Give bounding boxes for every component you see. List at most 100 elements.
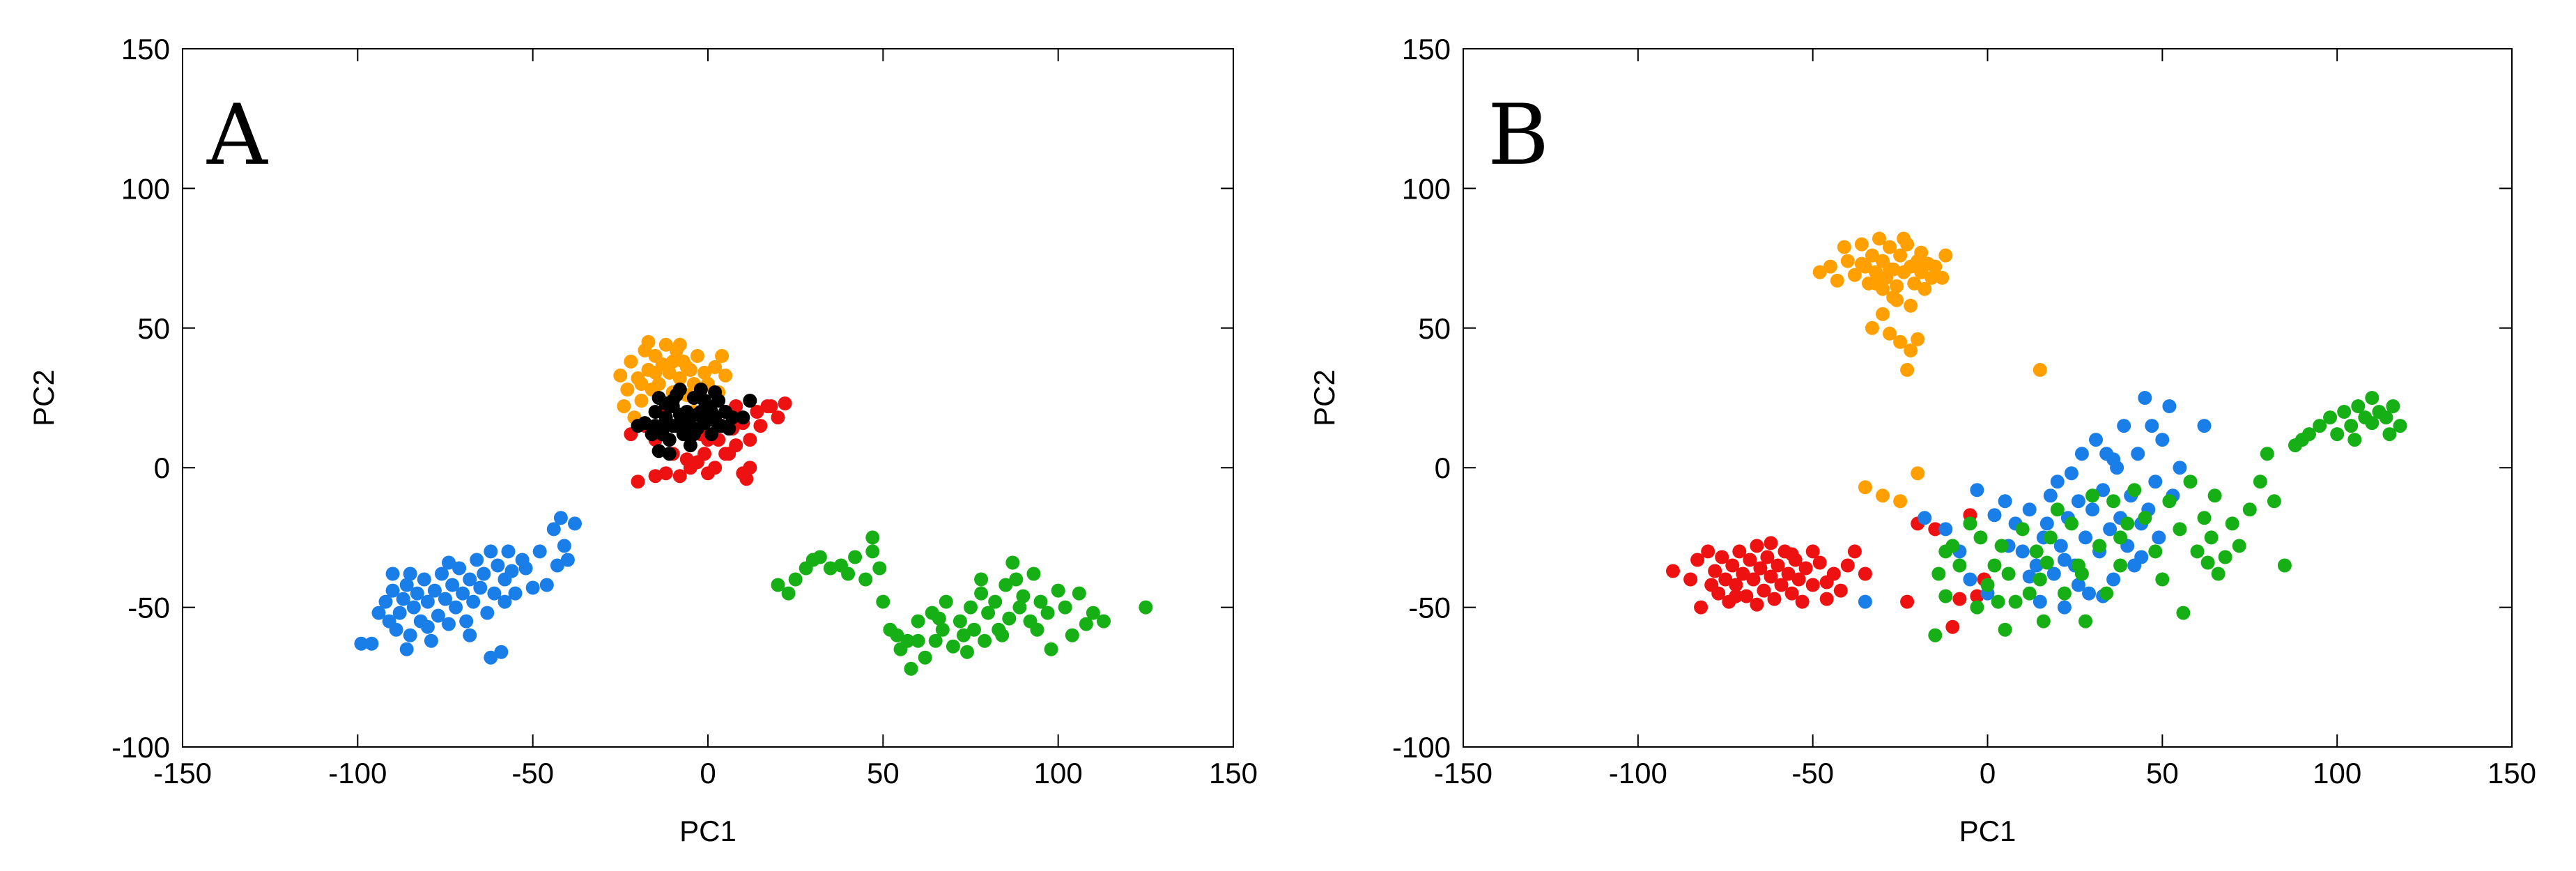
panel-a-series-3-point xyxy=(722,422,736,436)
panel-b-series-2-point xyxy=(2043,488,2058,503)
panel-b-series-2-point xyxy=(2071,578,2085,592)
panel-b-series-2-point xyxy=(1938,522,1953,537)
panel-a-series-4-point xyxy=(1009,572,1024,587)
panel-a-series-0-point xyxy=(389,622,403,637)
panel-b-series-1-point xyxy=(1805,578,1820,592)
panel-b-y-tick-label: 150 xyxy=(1402,33,1451,65)
panel-a-series-4-point xyxy=(956,628,971,642)
panel-b-series-1-point xyxy=(1711,586,1726,601)
panel-b-series-2-point xyxy=(1918,511,1932,525)
panel-b-series-1-point xyxy=(1795,594,1810,609)
panel-b-series-2-point xyxy=(2039,516,2054,531)
panel-b-series-1-point xyxy=(1666,564,1680,578)
panel-b-series-3-point xyxy=(2015,522,2030,537)
panel-a-series-0-point xyxy=(508,586,523,601)
panel-a-series-1-point xyxy=(648,365,663,380)
panel-b-series-3-point xyxy=(2337,405,2352,419)
panel-b-series-2-point xyxy=(2053,539,2068,553)
panel-b-series-0-point xyxy=(1883,240,1897,254)
panel-b-y-axis-label: PC2 xyxy=(1308,369,1341,426)
panel-a-y-tick-label: 50 xyxy=(137,312,170,345)
panel-b-series-1-point xyxy=(1732,544,1747,559)
panel-a-series-4-point xyxy=(1139,600,1153,615)
panel-b-series-0-point xyxy=(2033,362,2047,377)
panel-a-series-1-point xyxy=(690,348,704,363)
panel-b-series-1-point xyxy=(1819,575,1834,589)
panel-b-series-1-point xyxy=(1750,597,1764,612)
panel-b-series-0-point xyxy=(1890,279,1904,293)
panel-a-series-0-point xyxy=(445,578,460,592)
panel-a-series-0-point xyxy=(568,516,582,531)
panel-a-series-4-point xyxy=(928,633,943,648)
panel-a-series-0-point xyxy=(560,553,575,567)
panel-a-series-3-point xyxy=(725,410,740,425)
panel-b-series-2-point xyxy=(1858,594,1872,609)
panel-b-series-2-point xyxy=(2057,553,2072,567)
panel-a-y-tick-label: -100 xyxy=(111,731,170,764)
panel-b-series-0-point xyxy=(1837,240,1851,254)
panel-a-series-0-point xyxy=(466,594,481,609)
panel-b-series-0-point xyxy=(1854,256,1869,271)
panel-b-series-1-point xyxy=(1746,572,1761,587)
panel-a-series-4-point xyxy=(823,561,838,576)
panel-b-series-3-point xyxy=(2022,586,2037,601)
panel-b-series-2-point xyxy=(2106,452,2121,467)
panel-a-series-0-point xyxy=(403,628,417,642)
panel-a-series-4-point xyxy=(988,594,1003,609)
panel-a-series-1-point xyxy=(651,377,666,391)
panel-a-series-0-point xyxy=(557,539,571,553)
panel-a-series-4-point xyxy=(911,614,925,629)
panel-b-series-1-point xyxy=(1784,586,1799,601)
panel-a-series-4-point xyxy=(865,544,880,559)
panel-a-x-tick-label: -50 xyxy=(511,757,554,789)
panel-b-series-1-point xyxy=(1840,558,1855,573)
panel-a-series-4-point xyxy=(788,572,803,587)
panel-b-series-0-point xyxy=(1925,270,1939,285)
panel-a-series-0-point xyxy=(480,606,495,620)
panel-a-series-0-point xyxy=(546,522,561,537)
panel-b-series-3-point xyxy=(1987,558,2002,573)
panel-b-series-1-point xyxy=(1715,550,1729,564)
panel-a-series-0-point xyxy=(399,642,414,656)
panel-b-y-tick-label: -50 xyxy=(1408,592,1451,624)
panel-a-series-0-point xyxy=(452,561,467,576)
panel-b-series-2-point xyxy=(2131,447,2145,461)
panel-b-series-3-point xyxy=(2323,410,2338,425)
panel-b-series-1-point xyxy=(1771,558,1785,573)
panel-b-series-0-point xyxy=(1893,248,1908,263)
panel-b-x-tick-label: -150 xyxy=(1434,757,1493,789)
panel-a-series-3-point xyxy=(690,408,704,422)
panel-a-series-4-point xyxy=(974,586,989,601)
panel-a-series-4-point xyxy=(781,586,796,601)
panel-a-series-4-point xyxy=(1051,583,1065,598)
panel-a-series-4-point xyxy=(946,639,960,654)
panel-a-series-4-point xyxy=(1030,622,1044,637)
panel-a-series-3-point xyxy=(655,427,670,442)
panel-b-series-3-point xyxy=(1938,589,1953,603)
panel-b-series-3-point xyxy=(2078,614,2092,629)
panel-a-series-0-point xyxy=(449,600,463,615)
panel-b-series-3-point xyxy=(2138,511,2152,525)
panel-b-series-3-point xyxy=(2204,530,2219,545)
panel-b-series-0-point xyxy=(1883,326,1897,341)
panel-b-letter: B xyxy=(1488,87,1549,184)
panel-a-series-1-point xyxy=(617,399,631,413)
panel-a-series-4-point xyxy=(967,622,981,637)
panel-a-series-2-point xyxy=(764,399,778,413)
panel-b-series-2-point xyxy=(2029,558,2044,573)
panel-a-series-2-point xyxy=(739,472,754,486)
panel-a-y-tick-label: 150 xyxy=(121,33,170,65)
panel-a-series-4-point xyxy=(890,628,904,642)
panel-a-x-tick-label: -100 xyxy=(328,757,387,789)
panel-b-series-3-point xyxy=(1998,622,2012,637)
panel-b-series-2-point xyxy=(2148,475,2163,489)
panel-b-series-3-point xyxy=(2225,516,2239,531)
panel-b-series-0-point xyxy=(1812,265,1827,279)
panel-b-y-tick-label: 50 xyxy=(1418,312,1451,345)
panel-a-series-0-point xyxy=(525,580,540,595)
panel-a-series-0-point xyxy=(417,572,431,587)
panel-a-series-1-point xyxy=(624,354,638,369)
panel-b-series-2-point xyxy=(1987,508,2002,523)
panel-a-series-4-point xyxy=(935,622,950,637)
